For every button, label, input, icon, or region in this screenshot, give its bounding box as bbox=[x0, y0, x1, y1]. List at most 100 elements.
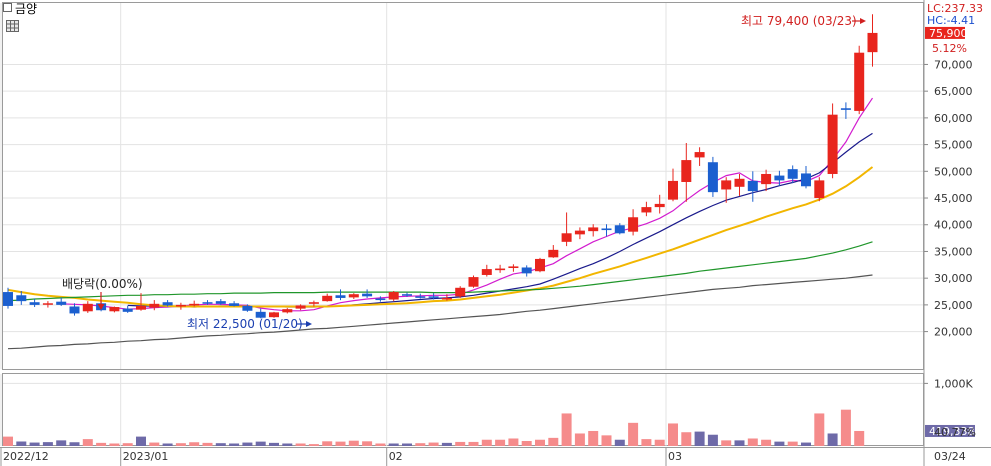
volume-bar bbox=[787, 441, 798, 446]
volume-bar bbox=[561, 413, 572, 446]
candle-body bbox=[3, 292, 13, 306]
moving-average-line-ma120 bbox=[7, 274, 873, 350]
volume-bar bbox=[362, 441, 373, 446]
price-tick-label: 40,000 bbox=[934, 219, 973, 232]
candle-body bbox=[122, 308, 133, 312]
volume-bar bbox=[668, 423, 678, 446]
volume-bar bbox=[481, 439, 492, 446]
candle-body bbox=[162, 302, 173, 306]
volume-bar bbox=[495, 439, 506, 446]
date-tick-label: 03/24 bbox=[934, 450, 966, 463]
volume-bar bbox=[96, 442, 107, 446]
volume-bar bbox=[588, 430, 599, 446]
volume-bar bbox=[641, 439, 652, 446]
volume-bar bbox=[721, 440, 732, 446]
volume-bar bbox=[3, 436, 13, 446]
grid-settings-icon[interactable] bbox=[6, 20, 19, 32]
candle-body bbox=[468, 277, 479, 287]
stock-title: 금양 bbox=[15, 2, 37, 16]
candle-body bbox=[521, 267, 532, 274]
volume-bar bbox=[202, 442, 213, 446]
volume-bar bbox=[455, 441, 466, 446]
candle-body bbox=[175, 304, 186, 307]
volume-bar bbox=[255, 441, 266, 446]
candle-body bbox=[854, 52, 865, 111]
price-tick-label: 55,000 bbox=[934, 139, 973, 152]
low-annotation: 최저 22,500 (01/20) bbox=[187, 317, 312, 331]
candle-body bbox=[601, 228, 612, 231]
volume-bar bbox=[69, 442, 80, 446]
volume-bar bbox=[734, 440, 745, 446]
volume-bar bbox=[508, 438, 519, 446]
candle-body bbox=[574, 230, 585, 235]
volume-bar bbox=[109, 443, 120, 446]
candle-body bbox=[508, 266, 519, 269]
candle-body bbox=[535, 258, 545, 272]
high-annotation: 최고 79,400 (03/23) bbox=[741, 14, 866, 28]
current-volume-pct: 40.77% bbox=[934, 426, 976, 439]
volume-bar bbox=[681, 432, 692, 446]
volume-bar bbox=[295, 443, 306, 446]
dividend-annotation: 배당락(0.00%) bbox=[62, 277, 143, 310]
volume-bar bbox=[282, 443, 293, 446]
candle-body bbox=[16, 295, 27, 302]
volume-bar bbox=[189, 442, 200, 446]
volume-bar bbox=[375, 443, 386, 446]
title-box[interactable]: 금양 bbox=[3, 2, 38, 16]
volume-bar bbox=[215, 443, 226, 446]
volume-bar bbox=[335, 441, 346, 446]
candle-body bbox=[761, 173, 772, 185]
candle-body bbox=[455, 287, 466, 297]
collapse-toggle-icon[interactable] bbox=[3, 3, 12, 12]
volume-bar bbox=[82, 439, 93, 446]
volume-bar bbox=[694, 431, 705, 446]
candle-body bbox=[269, 312, 279, 318]
price-tick-label: 70,000 bbox=[934, 58, 973, 71]
current-volume: 419,338 bbox=[929, 425, 975, 438]
moving-average-line-ma60 bbox=[7, 241, 873, 302]
candle-body bbox=[136, 305, 146, 310]
candle-body bbox=[348, 294, 359, 298]
candle-body bbox=[109, 307, 120, 312]
candle-body bbox=[481, 269, 492, 275]
date-tick-label: 2022/12 bbox=[3, 450, 49, 463]
candle-body bbox=[721, 180, 732, 190]
candle-body bbox=[707, 162, 718, 193]
date-tick-label: 03 bbox=[668, 450, 682, 463]
volume-bar bbox=[149, 442, 160, 446]
candle-body bbox=[82, 303, 93, 312]
volume-bar bbox=[774, 441, 785, 446]
volume-bar bbox=[348, 440, 359, 446]
volume-bar bbox=[122, 443, 133, 446]
volume-bar bbox=[574, 433, 585, 446]
volume-bar bbox=[628, 422, 639, 446]
volume-bar bbox=[747, 438, 758, 446]
price-tick-label: 35,000 bbox=[934, 245, 973, 258]
volume-bar bbox=[468, 441, 479, 446]
volume-bar bbox=[322, 441, 333, 446]
candle-body bbox=[827, 114, 838, 174]
volume-bar bbox=[840, 409, 851, 446]
dividend-label: 배당락(0.00%) bbox=[62, 277, 143, 291]
volume-bar bbox=[654, 439, 665, 446]
hc-label: HC:-4.41 bbox=[927, 14, 975, 27]
candle-body bbox=[787, 169, 798, 179]
volume-bar bbox=[415, 443, 426, 446]
candle-body bbox=[308, 302, 319, 304]
date-tick-label: 2023/01 bbox=[123, 450, 169, 463]
current-change: 5.12% bbox=[932, 42, 967, 55]
volume-bar bbox=[814, 413, 825, 446]
candle-body bbox=[867, 32, 878, 53]
candle-body bbox=[375, 298, 386, 301]
volume-bar bbox=[56, 440, 67, 446]
arrow-right-icon bbox=[860, 18, 866, 24]
volume-bar bbox=[827, 433, 838, 446]
date-axis-labels: 2022/12 2023/01 02 03 03/24 bbox=[0, 448, 966, 466]
volume-bar bbox=[136, 436, 146, 446]
volume-bar bbox=[854, 430, 865, 446]
volume-bar bbox=[535, 439, 545, 446]
volume-bar bbox=[601, 435, 612, 446]
candle-body bbox=[694, 152, 705, 158]
candle-body bbox=[654, 203, 665, 208]
